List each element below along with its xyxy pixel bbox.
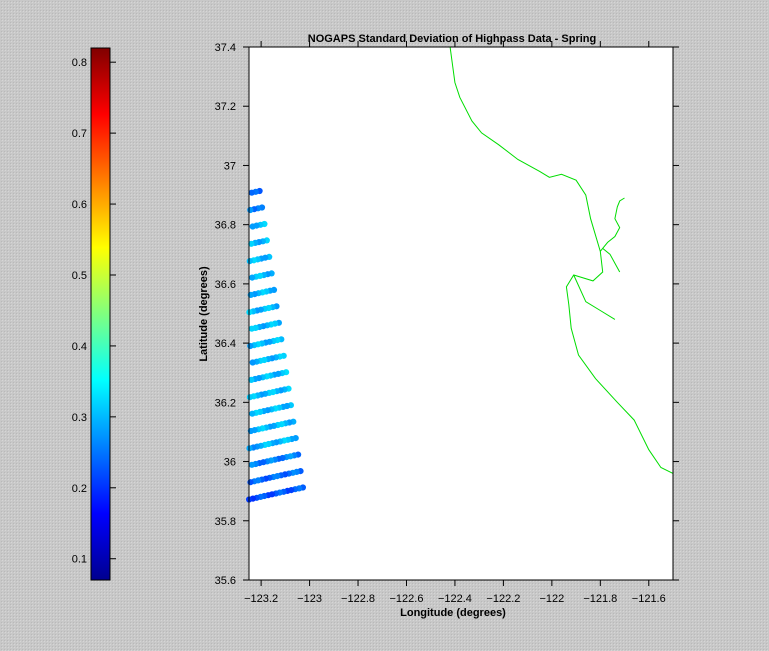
x-tick-label: −121.6	[632, 593, 666, 605]
x-tick-label: −123	[297, 593, 322, 605]
colorbar-tick-label: 0.8	[72, 57, 87, 69]
colorbar	[90, 47, 111, 581]
x-tick-label: −122.2	[486, 593, 520, 605]
data-point	[246, 394, 253, 401]
data-point	[249, 410, 256, 417]
y-tick-label: 35.8	[215, 516, 236, 528]
x-tick-label: −121.8	[583, 593, 617, 605]
x-tick-label: −123.2	[244, 593, 278, 605]
colorbar-tick-label: 0.2	[72, 483, 87, 495]
y-tick-label: 35.6	[215, 575, 236, 587]
data-point	[247, 479, 254, 486]
colorbar-tick-label: 0.1	[72, 554, 87, 566]
y-tick-label: 37.2	[215, 101, 236, 113]
chart-title: NOGAPS Standard Deviation of Highpass Da…	[308, 33, 596, 45]
y-axis-label: Latitude (degrees)	[198, 266, 210, 362]
x-tick-label: −122.6	[390, 593, 424, 605]
river-line	[573, 274, 616, 320]
data-layer	[246, 187, 306, 503]
y-tick-label: 36	[224, 457, 236, 469]
colorbar-tick-label: 0.7	[72, 128, 87, 140]
river-line	[599, 197, 625, 252]
river-line	[602, 248, 621, 273]
plot-area	[249, 47, 673, 580]
plot-frame	[248, 46, 674, 581]
y-tick-label: 36.8	[215, 220, 236, 232]
y-tick-label: 36.6	[215, 279, 236, 291]
data-point	[249, 223, 256, 230]
x-axis-label: Longitude (degrees)	[400, 607, 506, 619]
data-point	[249, 274, 256, 281]
x-tick-label: −122.4	[438, 593, 472, 605]
x-tick-label: −122	[539, 593, 564, 605]
data-point	[248, 240, 255, 247]
colorbar-tick-label: 0.4	[72, 341, 87, 353]
data-point	[248, 325, 255, 332]
colorbar-tick-label: 0.6	[72, 199, 87, 211]
x-tick-label: −122.8	[341, 593, 375, 605]
data-point	[247, 342, 254, 350]
data-point	[248, 189, 255, 196]
data-point	[248, 461, 255, 468]
data-point	[247, 206, 254, 214]
y-tick-label: 37	[224, 160, 236, 172]
data-point	[248, 376, 255, 383]
y-tick-label: 36.4	[215, 338, 236, 350]
colorbar-tick-label: 0.3	[72, 412, 87, 424]
data-point	[249, 359, 256, 366]
x-axis: −123.2 −123 −122.8 −122.6 −122.4 −122.2 −122 −1…	[244, 41, 666, 605]
y-tick-label: 36.2	[215, 397, 236, 409]
colorbar-ticks: 0.1 0.2 0.3 0.4 0.5 0.6 0.7 0.8	[72, 57, 116, 566]
y-tick-label: 37.4	[215, 42, 236, 54]
y-axis: 35.6 35.8 36 36.2 36.4 36.6 36.8 37 37.2 37.4	[215, 42, 679, 587]
data-point	[246, 258, 253, 265]
coastline-line	[449, 46, 674, 474]
colorbar-tick-label: 0.5	[72, 270, 87, 282]
coastline	[449, 46, 674, 474]
